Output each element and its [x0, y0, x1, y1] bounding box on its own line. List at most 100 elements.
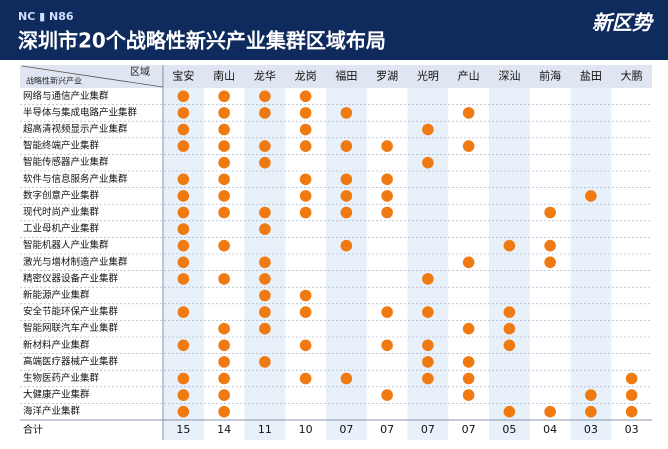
total-value: 05 [502, 423, 516, 436]
row-label: 大健康产业集群 [23, 389, 90, 401]
total-value: 07 [421, 423, 435, 436]
presence-dot [340, 206, 353, 219]
empty-cell [548, 161, 552, 165]
presence-dot [299, 140, 312, 152]
column-header: 龙华 [254, 69, 276, 83]
presence-dot [381, 190, 393, 202]
empty-cell [630, 144, 634, 148]
empty-cell [630, 310, 634, 314]
empty-cell [304, 260, 308, 264]
row-label: 高端医疗器械产业集群 [23, 355, 119, 367]
presence-dot [462, 140, 475, 152]
empty-cell [222, 227, 226, 231]
presence-dot [259, 206, 271, 219]
row-label: 智能机器人产业集群 [23, 239, 109, 251]
presence-dot [177, 405, 190, 418]
presence-dot [544, 239, 556, 252]
presence-dot [462, 389, 475, 401]
empty-cell [304, 227, 308, 231]
presence-dot [299, 289, 312, 302]
presence-dot [259, 223, 271, 235]
empty-cell [304, 244, 308, 248]
empty-cell [630, 227, 634, 231]
presence-dot [340, 140, 353, 152]
empty-cell [385, 244, 389, 248]
column-header: 福田 [335, 69, 357, 83]
row-label: 海洋产业集群 [23, 405, 81, 417]
empty-cell [304, 161, 308, 165]
presence-dot [503, 405, 516, 418]
presence-dot [299, 206, 312, 219]
empty-cell [304, 410, 308, 414]
total-value: 11 [258, 423, 272, 436]
presence-dot [299, 306, 312, 318]
empty-cell [304, 360, 308, 364]
presence-dot [544, 206, 556, 219]
row-label: 数字创意产业集群 [23, 189, 100, 201]
total-value: 07 [339, 423, 353, 436]
header-row-bg [20, 65, 652, 88]
presence-dot [177, 107, 190, 119]
empty-cell [548, 227, 552, 231]
empty-cell [630, 211, 634, 215]
empty-cell [630, 244, 634, 248]
empty-cell [385, 327, 389, 331]
presence-dot [625, 389, 638, 401]
empty-cell [385, 377, 389, 381]
total-label: 合计 [23, 423, 43, 436]
empty-cell [467, 194, 471, 198]
presence-dot [218, 322, 230, 335]
empty-cell [385, 227, 389, 231]
empty-cell [385, 94, 389, 98]
empty-cell [630, 294, 634, 298]
empty-cell [630, 360, 634, 364]
header-bar [0, 0, 668, 60]
column-header: 南山 [213, 70, 235, 83]
empty-cell [385, 260, 389, 264]
presence-dot [218, 206, 230, 219]
empty-cell [630, 128, 634, 132]
row-label: 软件与信息服务产业集群 [23, 173, 128, 185]
empty-cell [467, 177, 471, 181]
column-header: 龙岗 [295, 70, 317, 83]
presence-dot [177, 239, 190, 252]
presence-dot [177, 339, 190, 352]
empty-cell [548, 360, 552, 364]
presence-dot [422, 372, 434, 385]
presence-dot [259, 273, 271, 285]
row-label: 现代时尚产业集群 [23, 206, 100, 218]
presence-dot [381, 306, 393, 318]
presence-dot [218, 372, 230, 385]
row-label: 新材料产业集群 [23, 339, 90, 351]
presence-dot [259, 156, 271, 169]
empty-cell [630, 177, 634, 181]
empty-cell [222, 260, 226, 264]
empty-cell [304, 393, 308, 397]
column-header: 罗湖 [376, 70, 398, 83]
column-header: 前海 [539, 69, 561, 83]
empty-cell [548, 94, 552, 98]
empty-cell [548, 377, 552, 381]
presence-dot [422, 356, 434, 368]
presence-dot [422, 273, 434, 285]
empty-cell [385, 277, 389, 281]
presence-dot [299, 173, 312, 186]
row-label: 智能传感器产业集群 [23, 156, 109, 168]
presence-dot [625, 405, 638, 418]
presence-dot [585, 190, 597, 202]
presence-dot [381, 339, 393, 352]
presence-dot [462, 356, 475, 368]
row-label: 半导体与集成电路产业集群 [23, 106, 138, 118]
presence-dot [381, 206, 393, 219]
empty-cell [630, 343, 634, 347]
presence-dot [218, 173, 230, 186]
empty-cell [630, 277, 634, 281]
presence-dot [218, 389, 230, 401]
presence-dot [218, 140, 230, 152]
presence-dot [503, 306, 516, 318]
empty-cell [548, 111, 552, 115]
corner-col-label: 区域 [130, 65, 150, 78]
column-header: 宝安 [172, 69, 194, 83]
presence-dot [259, 289, 271, 302]
